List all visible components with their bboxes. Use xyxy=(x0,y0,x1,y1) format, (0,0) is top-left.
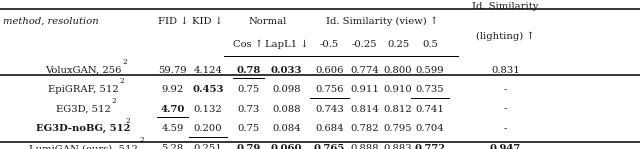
Text: 2: 2 xyxy=(125,117,130,125)
Text: Normal: Normal xyxy=(248,17,286,26)
Text: -: - xyxy=(504,124,508,133)
Text: 0.033: 0.033 xyxy=(271,66,303,74)
Text: -0.5: -0.5 xyxy=(320,40,339,49)
Text: EG3D, 512: EG3D, 512 xyxy=(56,105,111,114)
Text: EG3D-noBG, 512: EG3D-noBG, 512 xyxy=(36,124,131,133)
Text: 5.28: 5.28 xyxy=(162,144,184,149)
Text: 0.78: 0.78 xyxy=(236,66,260,74)
Text: 4.70: 4.70 xyxy=(161,105,185,114)
Text: 0.79: 0.79 xyxy=(236,144,260,149)
Text: (lighting) ↑: (lighting) ↑ xyxy=(476,32,535,41)
Text: LapL1 ↓: LapL1 ↓ xyxy=(265,40,308,49)
Text: 0.735: 0.735 xyxy=(416,85,444,94)
Text: 0.088: 0.088 xyxy=(273,105,301,114)
Text: 0.765: 0.765 xyxy=(314,144,346,149)
Text: 0.888: 0.888 xyxy=(351,144,379,149)
Text: 0.251: 0.251 xyxy=(194,144,222,149)
Text: Id. Similarity (view) ↑: Id. Similarity (view) ↑ xyxy=(326,17,438,26)
Text: 2: 2 xyxy=(111,97,116,105)
Text: 0.831: 0.831 xyxy=(492,66,520,74)
Text: 0.947: 0.947 xyxy=(490,144,521,149)
Text: 0.599: 0.599 xyxy=(416,66,444,74)
Text: 2: 2 xyxy=(140,136,145,144)
Text: 0.741: 0.741 xyxy=(415,105,445,114)
Text: 0.098: 0.098 xyxy=(273,85,301,94)
Text: VoluxGAN, 256: VoluxGAN, 256 xyxy=(45,66,122,74)
Text: FID ↓: FID ↓ xyxy=(157,17,188,26)
Text: 0.606: 0.606 xyxy=(316,66,344,74)
Text: 0.795: 0.795 xyxy=(384,124,412,133)
Text: 0.704: 0.704 xyxy=(416,124,444,133)
Text: 0.132: 0.132 xyxy=(194,105,222,114)
Text: LumiGAN (ours), 512: LumiGAN (ours), 512 xyxy=(29,144,138,149)
Text: -: - xyxy=(504,105,508,114)
Text: 0.774: 0.774 xyxy=(351,66,379,74)
Text: 0.084: 0.084 xyxy=(273,124,301,133)
Text: 0.75: 0.75 xyxy=(237,124,259,133)
Text: 0.684: 0.684 xyxy=(316,124,344,133)
Text: 4.124: 4.124 xyxy=(193,66,223,74)
Text: EpiGRAF, 512: EpiGRAF, 512 xyxy=(48,85,118,94)
Text: 0.756: 0.756 xyxy=(316,85,344,94)
Text: 0.814: 0.814 xyxy=(350,105,380,114)
Text: Cos ↑: Cos ↑ xyxy=(233,40,264,49)
Text: 59.79: 59.79 xyxy=(159,66,187,74)
Text: 0.782: 0.782 xyxy=(351,124,379,133)
Text: 0.73: 0.73 xyxy=(237,105,259,114)
Text: 2: 2 xyxy=(123,58,127,66)
Text: KID ↓: KID ↓ xyxy=(193,17,223,26)
Text: Id. Similarity: Id. Similarity xyxy=(472,2,539,11)
Text: 0.453: 0.453 xyxy=(192,85,224,94)
Text: method, resolution: method, resolution xyxy=(3,17,99,26)
Text: 9.92: 9.92 xyxy=(162,85,184,94)
Text: 0.812: 0.812 xyxy=(384,105,412,114)
Text: 0.743: 0.743 xyxy=(316,105,344,114)
Text: 0.75: 0.75 xyxy=(237,85,259,94)
Text: 4.59: 4.59 xyxy=(162,124,184,133)
Text: 0.772: 0.772 xyxy=(415,144,445,149)
Text: 0.060: 0.060 xyxy=(271,144,303,149)
Text: -: - xyxy=(504,85,508,94)
Text: 0.800: 0.800 xyxy=(384,66,412,74)
Text: 0.25: 0.25 xyxy=(387,40,409,49)
Text: 0.911: 0.911 xyxy=(350,85,380,94)
Text: 0.883: 0.883 xyxy=(384,144,412,149)
Text: 0.910: 0.910 xyxy=(384,85,412,94)
Text: 0.200: 0.200 xyxy=(194,124,222,133)
Text: 0.5: 0.5 xyxy=(422,40,438,49)
Text: 2: 2 xyxy=(120,77,124,85)
Text: -0.25: -0.25 xyxy=(352,40,378,49)
